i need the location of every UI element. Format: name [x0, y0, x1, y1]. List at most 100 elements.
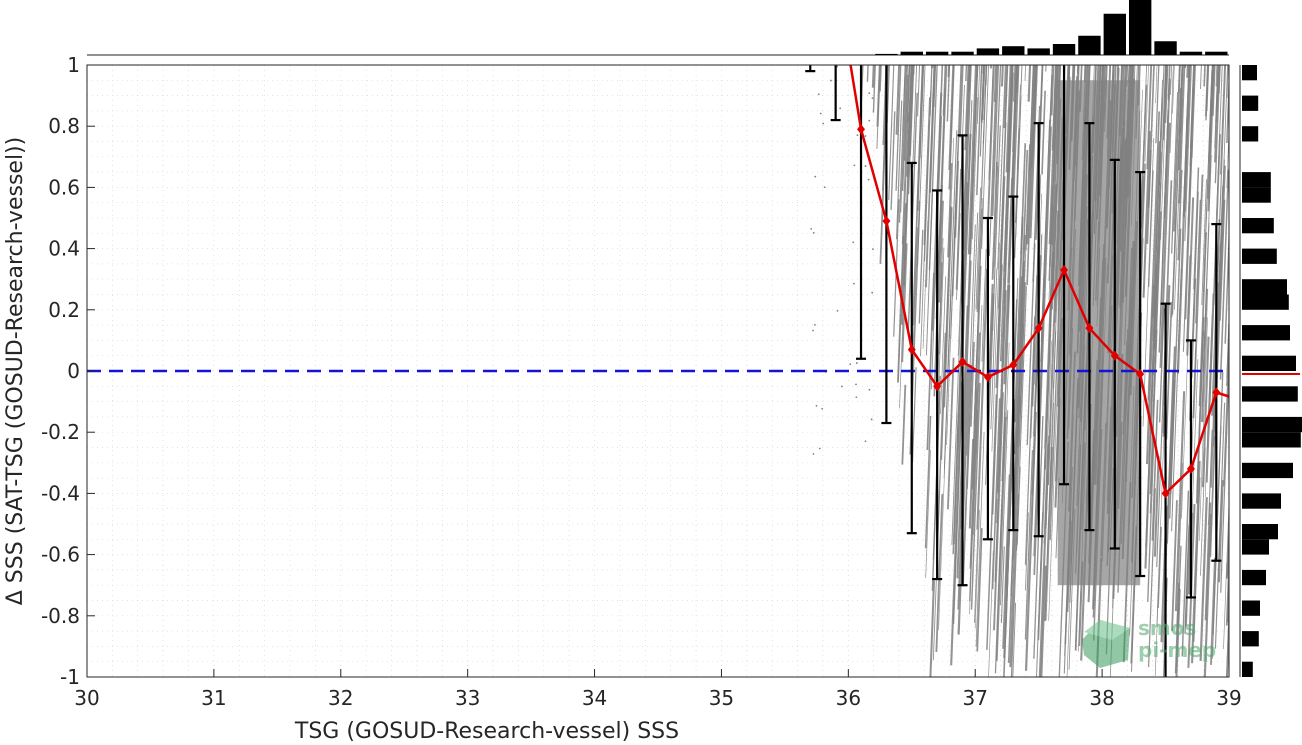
- scatter-streak: [1003, 462, 1013, 677]
- scatter-streak: [1218, 65, 1229, 290]
- scatter-streak: [1199, 497, 1208, 661]
- scatter-streak: [900, 65, 907, 213]
- scatter-streak: [1218, 199, 1226, 321]
- scatter-point: [822, 122, 825, 125]
- y-tick-label: 0.6: [48, 175, 80, 199]
- smos-pimep-logo: smos pi-mep: [1082, 616, 1216, 668]
- scatter-streak: [1147, 440, 1155, 602]
- scatter-streak: [929, 65, 933, 116]
- scatter-streak: [963, 65, 972, 259]
- top-histogram-bar: [1052, 44, 1076, 55]
- scatter-streak: [994, 412, 1006, 674]
- scatter-streak: [1208, 429, 1213, 525]
- scatter-streak: [1043, 126, 1052, 298]
- scatter-streak: [1182, 136, 1192, 352]
- scatter-dense-core: [1057, 80, 1141, 586]
- top-histogram-bar: [925, 51, 949, 55]
- scatter-point: [864, 135, 867, 137]
- scatter-streak: [1233, 32, 1236, 116]
- scatter-streak: [1184, 65, 1187, 69]
- right-histogram-bar: [1242, 172, 1271, 188]
- top-histogram-bar: [900, 51, 923, 55]
- scatter-point: [814, 175, 817, 178]
- scatter-streak: [901, 384, 907, 465]
- scatter-streak: [947, 163, 953, 258]
- scatter-streak: [1140, 65, 1148, 221]
- scatter-streak: [928, 65, 938, 271]
- scatter-streak: [1159, 122, 1171, 368]
- scatter-streak: [1226, 307, 1229, 378]
- scatter-streak: [936, 65, 944, 203]
- scatter-streak: [981, 65, 986, 120]
- right-histogram-bar: [1242, 279, 1287, 295]
- scatter-streak: [918, 229, 924, 324]
- scatter-streak: [1204, 502, 1212, 621]
- scatter-streak: [982, 65, 987, 145]
- scatter-streak: [1236, 46, 1242, 199]
- scatter-streak: [1164, 180, 1173, 332]
- scatter-streak: [1024, 411, 1037, 671]
- scatter-streak: [1179, 65, 1184, 135]
- scatter-streak: [1014, 127, 1020, 223]
- scatter-streak: [1223, 562, 1228, 650]
- scatter-point: [871, 97, 874, 100]
- scatter-streak: [991, 161, 998, 280]
- scatter-streak: [1017, 466, 1021, 545]
- scatter-streak: [997, 65, 1009, 309]
- scatter-streak: [977, 65, 981, 124]
- scatter-streak: [1191, 460, 1201, 664]
- scatter-streak: [1025, 512, 1029, 591]
- scatter-streak: [981, 65, 983, 74]
- top-histogram-bar: [1078, 35, 1101, 55]
- x-tick-label: 31: [201, 686, 226, 710]
- right-histogram-bar: [1242, 355, 1296, 371]
- scatter-streak: [1192, 174, 1204, 419]
- scatter-streak: [970, 341, 975, 427]
- scatter-streak: [993, 65, 998, 102]
- scatter-streak: [1171, 500, 1178, 631]
- scatter-streak: [1226, 597, 1229, 677]
- scatter-streak: [887, 0, 894, 55]
- scatter-point: [868, 119, 871, 122]
- scatter-streak: [1178, 65, 1186, 204]
- scatter-streak: [897, 0, 903, 57]
- scatter-point: [853, 282, 855, 285]
- scatter-streak: [995, 416, 1007, 661]
- mean-point: [1060, 265, 1069, 276]
- scatter-streak: [951, 65, 963, 297]
- scatter-streak: [1193, 167, 1200, 290]
- x-axis-ticks: 30 31 32 33 34 35 36 37 38 39: [74, 669, 1242, 710]
- scatter-streak: [1174, 391, 1186, 612]
- scatter-streak: [1157, 526, 1162, 609]
- scatter-streak: [970, 382, 981, 610]
- scatter-streak: [1040, 119, 1050, 342]
- scatter-streak: [981, 248, 987, 362]
- right-histogram-panel: [1239, 65, 1302, 677]
- scatter-streak: [876, 65, 881, 127]
- scatter-streak: [975, 304, 983, 455]
- scatter-streak: [966, 224, 976, 456]
- scatter-streak: [1146, 65, 1153, 170]
- scatter-streak: [997, 65, 1006, 269]
- scatter-streak: [1165, 371, 1175, 544]
- scatter-streak: [1050, 184, 1058, 310]
- scatter-streak: [991, 242, 1001, 452]
- scatter-streak: [972, 198, 983, 454]
- scatter-point: [836, 309, 839, 312]
- scatter-streak: [952, 396, 963, 624]
- scatter-streak: [1031, 234, 1043, 495]
- scatter-streak: [946, 65, 951, 122]
- scatter-streak: [976, 268, 989, 530]
- y-tick-label: 0.4: [48, 237, 80, 261]
- mean-point: [1110, 350, 1119, 361]
- scatter-streak: [1231, 234, 1235, 346]
- scatter-streak: [974, 509, 980, 629]
- scatter-streak: [912, 65, 915, 75]
- right-histogram-bar: [1242, 569, 1266, 586]
- scatter-streak: [895, 100, 903, 240]
- right-histogram-bar: [1242, 325, 1290, 341]
- scatter-streak: [1048, 339, 1060, 621]
- scatter-streak: [911, 367, 917, 463]
- scatter-streak: [1000, 65, 1004, 87]
